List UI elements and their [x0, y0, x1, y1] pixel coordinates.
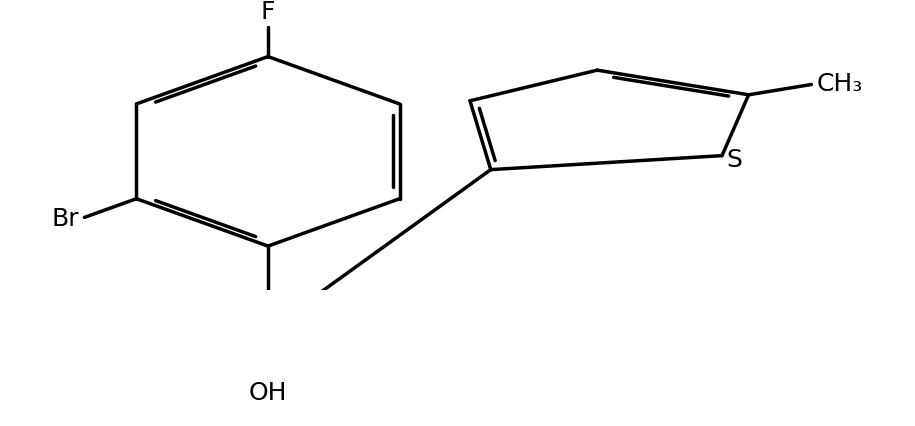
Text: F: F [261, 0, 275, 24]
Text: CH₃: CH₃ [816, 72, 863, 96]
Text: S: S [727, 148, 742, 172]
Text: OH: OH [249, 381, 287, 405]
Text: Br: Br [52, 207, 80, 230]
